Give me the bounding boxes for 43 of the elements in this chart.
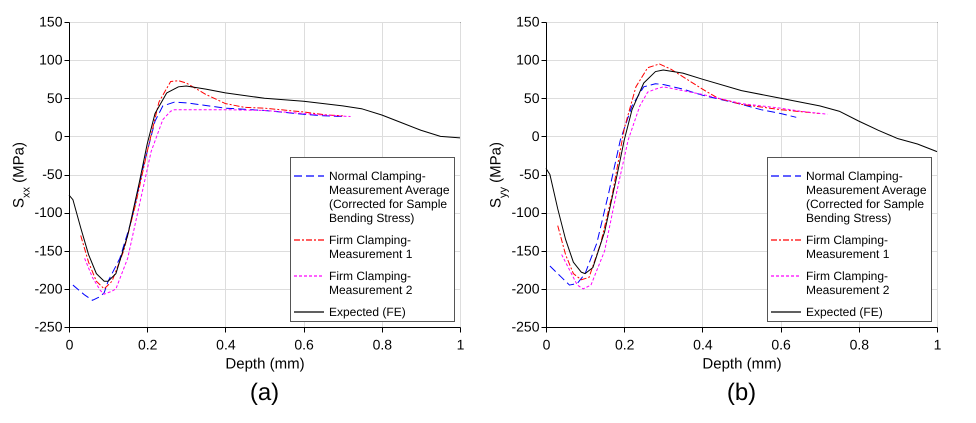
y-tick-label: -50: [519, 166, 540, 182]
x-tick-label: 0.8: [372, 336, 392, 352]
x-tick-label: 1: [934, 336, 942, 352]
text: (b): [726, 379, 756, 406]
y-tick-label: 100: [39, 52, 63, 68]
x-tick-label: 0: [66, 336, 74, 352]
legend-label: Normal Clamping-Measurement Average (Corrected for Sample Bending Stress): [329, 169, 450, 225]
y-tick-label: 0: [532, 128, 540, 144]
y-tick-label: -150: [511, 242, 540, 258]
legend-label: Firm Clamping-Measurement 1: [329, 233, 413, 261]
x-tick-label: 1: [456, 336, 465, 352]
legend-label: Firm Clamping-Measurement 2: [806, 269, 890, 297]
legend-label: Firm Clamping-Measurement 1: [806, 233, 890, 261]
y-tick-label: -200: [511, 280, 540, 296]
y-tick-label: 150: [39, 14, 63, 30]
y-tick-label: 150: [516, 14, 540, 30]
x-tick-label: 0.2: [614, 336, 635, 352]
y-tick-label: 100: [516, 52, 540, 68]
x-tick-label: 0.8: [850, 336, 870, 352]
legend-label: Normal Clamping-Measurement Average (Corrected for Sample Bending Stress): [806, 169, 927, 225]
y-tick-label: -50: [42, 166, 63, 182]
legend-label: Firm Clamping-Measurement 2: [329, 269, 413, 297]
y-tick-label: -250: [34, 318, 63, 334]
y-tick-label: 50: [46, 90, 63, 106]
legend-label: Expected (FE): [329, 305, 406, 319]
y-tick-label: 0: [54, 128, 63, 144]
x-axis-title: Depth (mm): [702, 356, 782, 372]
y-tick-label: -100: [511, 204, 540, 220]
x-tick-label: 0.6: [294, 336, 314, 352]
x-tick-label: 0.4: [693, 336, 713, 352]
legend-label: Expected (FE): [806, 305, 883, 319]
line-series: [549, 83, 797, 286]
x-tick-label: 0.6: [771, 336, 792, 352]
y-tick-label: -250: [511, 318, 540, 334]
x-tick-label: 0: [542, 336, 551, 352]
x-tick-label: 0.2: [138, 336, 158, 352]
y-tick-label: 50: [524, 90, 540, 106]
y-tick-label: -150: [34, 242, 63, 258]
x-axis-title: Depth (mm): [225, 356, 305, 372]
y-tick-label: -100: [34, 204, 63, 220]
y-tick-label: -200: [34, 280, 63, 296]
x-tick-label: 0.4: [216, 336, 236, 352]
text: (a): [250, 379, 280, 406]
